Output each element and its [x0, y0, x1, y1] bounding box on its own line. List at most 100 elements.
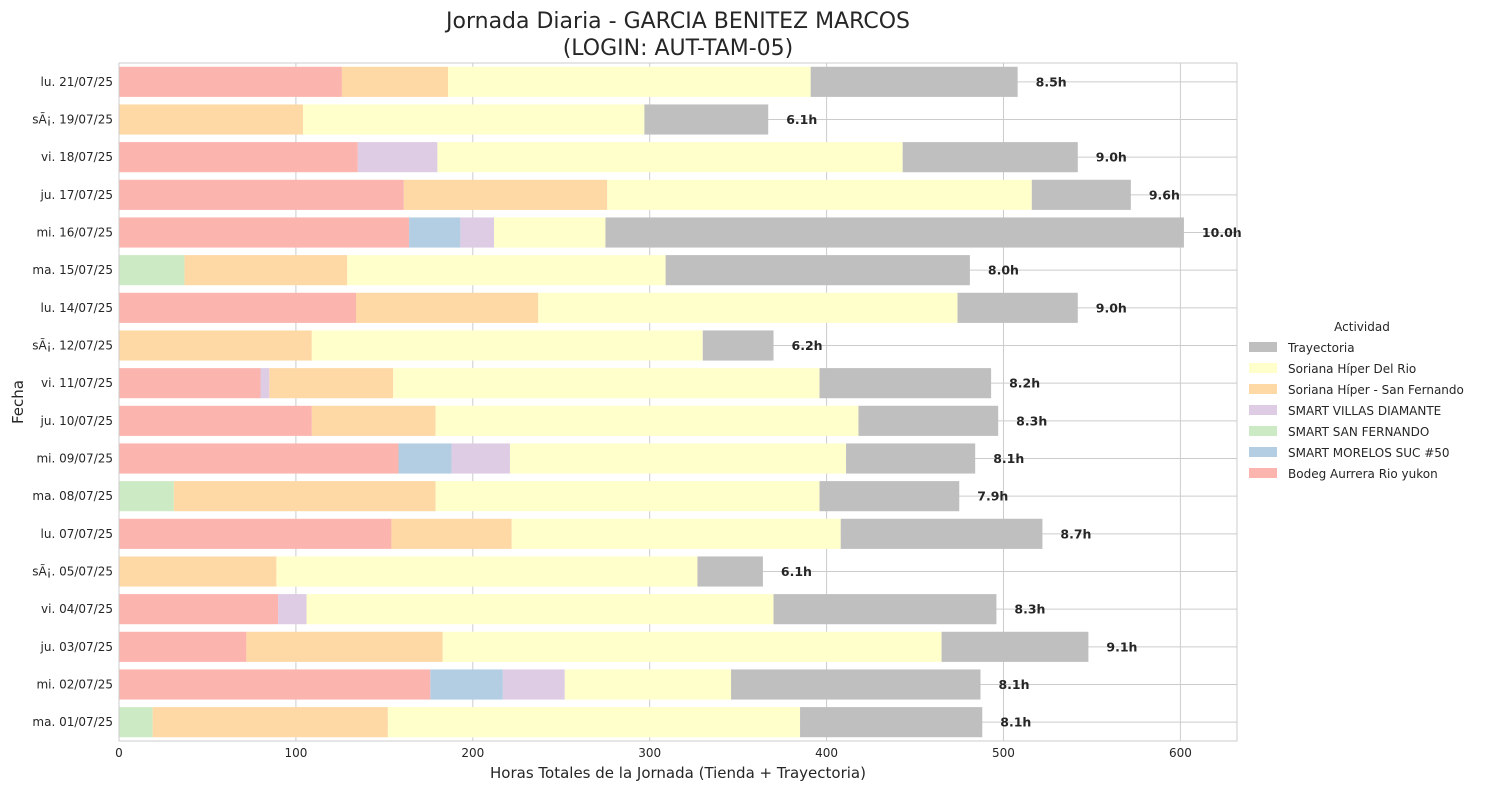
bar-segment-trayectoria — [665, 255, 970, 286]
bar-segment-soriana-h-per-del-rio — [306, 594, 774, 625]
bar-total-label: 6.1h — [786, 112, 817, 127]
bar-segment-soriana-h-per-san-fernando — [246, 631, 443, 662]
legend-swatch-trayectoria — [1249, 342, 1277, 352]
bar-segment-soriana-h-per-del-rio — [393, 368, 820, 399]
bar-segment-soriana-h-per-del-rio — [347, 255, 666, 286]
bar-segment-soriana-h-per-del-rio — [564, 669, 732, 700]
bar-segment-soriana-h-per-del-rio — [435, 481, 820, 512]
bar-segment-bodeg-aurrera-rio-yukon — [119, 142, 358, 173]
bar-segment-trayectoria — [697, 556, 763, 587]
bar-segment-smart-san-fernando — [119, 481, 174, 512]
legend-swatch-bodeg-aurrera-rio-yukon — [1249, 468, 1277, 478]
bar-segment-smart-morelos-suc-50 — [398, 443, 452, 474]
bar-segment-trayectoria — [941, 631, 1089, 662]
bar-segment-soriana-h-per-san-fernando — [403, 179, 608, 210]
bar-segment-soriana-h-per-san-fernando — [119, 104, 303, 135]
bar-segment-soriana-h-per-del-rio — [509, 443, 847, 474]
y-tick-label: mi. 02/07/25 — [36, 678, 113, 692]
bar-segment-trayectoria — [605, 217, 1184, 248]
bar-segment-soriana-h-per-del-rio — [302, 104, 645, 135]
legend-label-bodeg-aurrera-rio-yukon: Bodeg Aurrera Rio yukon — [1288, 467, 1438, 481]
bar-segment-trayectoria — [702, 330, 774, 361]
bar-segment-bodeg-aurrera-rio-yukon — [119, 217, 410, 248]
bar-segment-trayectoria — [1031, 179, 1131, 210]
total-labels: 8.5h 6.1h 9.0h 9.6h 10.0h 8.0h 9.0h 6.2h 8.2h 8.3… — [781, 74, 1242, 729]
y-axis-label: Fecha — [9, 380, 27, 424]
bar-segment-bodeg-aurrera-rio-yukon — [119, 443, 399, 474]
bar-segment-soriana-h-per-del-rio — [437, 142, 903, 173]
bar-total-label: 8.0h — [988, 263, 1019, 278]
legend-swatch-smart-san-fernando — [1249, 426, 1277, 436]
bar-total-label: 8.3h — [1014, 602, 1045, 617]
legend-title: Actividad — [1334, 320, 1390, 334]
bar-segment-trayectoria — [902, 142, 1078, 173]
y-tick-label: vi. 18/07/25 — [41, 150, 113, 164]
legend: Actividad Trayectoria Soriana Híper Del R… — [1249, 320, 1464, 481]
x-tick-label: 0 — [115, 746, 123, 760]
x-tick-label: 400 — [815, 746, 838, 760]
bar-segment-soriana-h-per-del-rio — [387, 707, 801, 738]
y-tick-label: vi. 11/07/25 — [41, 376, 113, 390]
bar-segment-soriana-h-per-san-fernando — [391, 518, 512, 549]
y-tick-label: ju. 17/07/25 — [40, 188, 113, 202]
x-tick-label: 500 — [992, 746, 1015, 760]
x-tick-label: 200 — [461, 746, 484, 760]
bar-total-label: 7.9h — [977, 489, 1008, 504]
bar-segment-soriana-h-per-san-fernando — [152, 707, 388, 738]
x-gridlines — [118, 63, 1181, 741]
y-tick-label: lu. 07/07/25 — [41, 527, 113, 541]
y-tick-label: ju. 03/07/25 — [40, 640, 113, 654]
y-tick-label: ma. 15/07/25 — [32, 263, 113, 277]
bar-total-label: 8.1h — [993, 451, 1024, 466]
bar-segment-smart-villas-diamante — [278, 594, 307, 625]
bar-segment-smart-villas-diamante — [460, 217, 495, 248]
bar-segment-soriana-h-per-del-rio — [448, 66, 811, 97]
bar-segment-trayectoria — [644, 104, 769, 135]
legend-swatch-soriana-h-per-del-rio — [1249, 363, 1277, 373]
bar-segment-smart-morelos-suc-50 — [430, 669, 503, 700]
bar-segment-bodeg-aurrera-rio-yukon — [119, 631, 247, 662]
legend-label-soriana-h-per-del-rio: Soriana Híper Del Rio — [1288, 362, 1416, 376]
bar-total-label: 6.2h — [792, 338, 823, 353]
bar-segment-soriana-h-per-del-rio — [435, 405, 859, 436]
bar-segment-soriana-h-per-san-fernando — [356, 292, 539, 323]
bar-segment-trayectoria — [819, 368, 992, 399]
bar-segment-smart-morelos-suc-50 — [409, 217, 461, 248]
bar-segment-trayectoria — [731, 669, 981, 700]
bar-segment-soriana-h-per-del-rio — [607, 179, 1032, 210]
y-tick-label: sÃ¡. 05/07/25 — [32, 564, 113, 579]
legend-swatch-smart-morelos-suc-50 — [1249, 447, 1277, 457]
bar-segment-smart-villas-diamante — [502, 669, 565, 700]
y-tick-label: vi. 04/07/25 — [41, 602, 113, 616]
bar-segment-soriana-h-per-san-fernando — [173, 481, 436, 512]
bar-segment-smart-villas-diamante — [260, 368, 270, 399]
y-tick-label: lu. 14/07/25 — [41, 301, 113, 315]
x-tick-label: 100 — [284, 746, 307, 760]
legend-label-smart-san-fernando: SMART SAN FERNANDO — [1288, 425, 1429, 439]
legend-swatch-smart-villas-diamante — [1249, 405, 1277, 415]
bar-segment-trayectoria — [819, 481, 960, 512]
bar-segment-trayectoria — [840, 518, 1043, 549]
y-tick-label: ma. 08/07/25 — [32, 489, 113, 503]
y-tick-label: sÃ¡. 19/07/25 — [32, 112, 113, 127]
bar-segment-soriana-h-per-san-fernando — [311, 405, 436, 436]
bar-segment-bodeg-aurrera-rio-yukon — [119, 292, 357, 323]
bar-segment-soriana-h-per-del-rio — [494, 217, 606, 248]
y-tick-label: ma. 01/07/25 — [32, 715, 113, 729]
legend-label-smart-villas-diamante: SMART VILLAS DIAMANTE — [1288, 404, 1441, 418]
y-tick-label: lu. 21/07/25 — [41, 75, 113, 89]
bar-segment-trayectoria — [957, 292, 1078, 323]
bar-total-label: 9.6h — [1149, 187, 1180, 202]
bar-segment-soriana-h-per-del-rio — [538, 292, 958, 323]
bar-segment-soriana-h-per-san-fernando — [119, 556, 277, 587]
bar-segment-soriana-h-per-del-rio — [511, 518, 841, 549]
bar-total-label: 9.1h — [1106, 639, 1137, 654]
bar-segment-bodeg-aurrera-rio-yukon — [119, 179, 404, 210]
bar-segment-smart-villas-diamante — [357, 142, 438, 173]
bar-segment-soriana-h-per-san-fernando — [184, 255, 348, 286]
y-tick-label: mi. 16/07/25 — [36, 226, 113, 240]
bar-total-label: 6.1h — [781, 564, 812, 579]
bar-segment-soriana-h-per-del-rio — [442, 631, 942, 662]
legend-label-soriana-h-per-san-fernando: Soriana Híper - San Fernando — [1288, 383, 1464, 397]
legend-label-smart-morelos-suc-50: SMART MORELOS SUC #50 — [1288, 446, 1450, 460]
